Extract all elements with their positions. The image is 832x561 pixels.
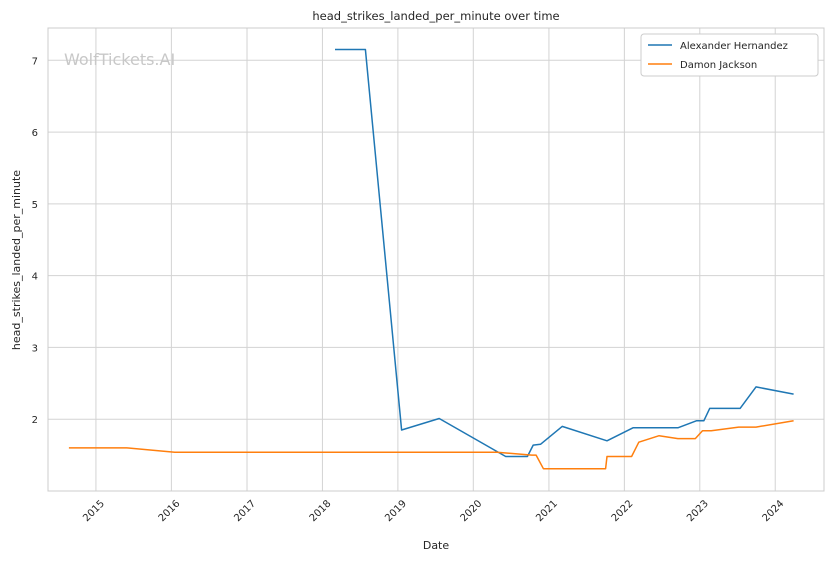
grid-lines: [48, 28, 824, 491]
series-line-alexander-hernandez: [335, 48, 794, 458]
y-tick-label: 5: [32, 200, 38, 211]
y-axis-label: head_strikes_landed_per_minute: [10, 170, 23, 350]
legend-label-damon-jackson: Damon Jackson: [680, 60, 757, 71]
y-tick-label: 6: [32, 128, 38, 139]
series-lines: [68, 48, 794, 470]
y-tick-label: 7: [32, 56, 38, 67]
y-tick-label: 3: [32, 343, 38, 354]
x-axis-label: Date: [423, 539, 450, 552]
plot-frame: [47, 27, 825, 492]
legend-box: [640, 33, 819, 77]
tick-labels: 2015 2016 2017 2018 2019 2020 2021 2022 2023 2024…: [32, 56, 787, 524]
watermark: WolfTickets.AI: [64, 50, 175, 69]
legend: Alexander Hernandez Damon Jackson: [640, 33, 819, 77]
chart-title: head_strikes_landed_per_minute over time: [312, 9, 559, 23]
y-tick-label: 2: [32, 415, 38, 426]
legend-label-alexander-hernandez: Alexander Hernandez: [680, 41, 788, 52]
y-tick-label: 4: [32, 272, 38, 283]
series-line-damon-jackson: [68, 419, 794, 470]
